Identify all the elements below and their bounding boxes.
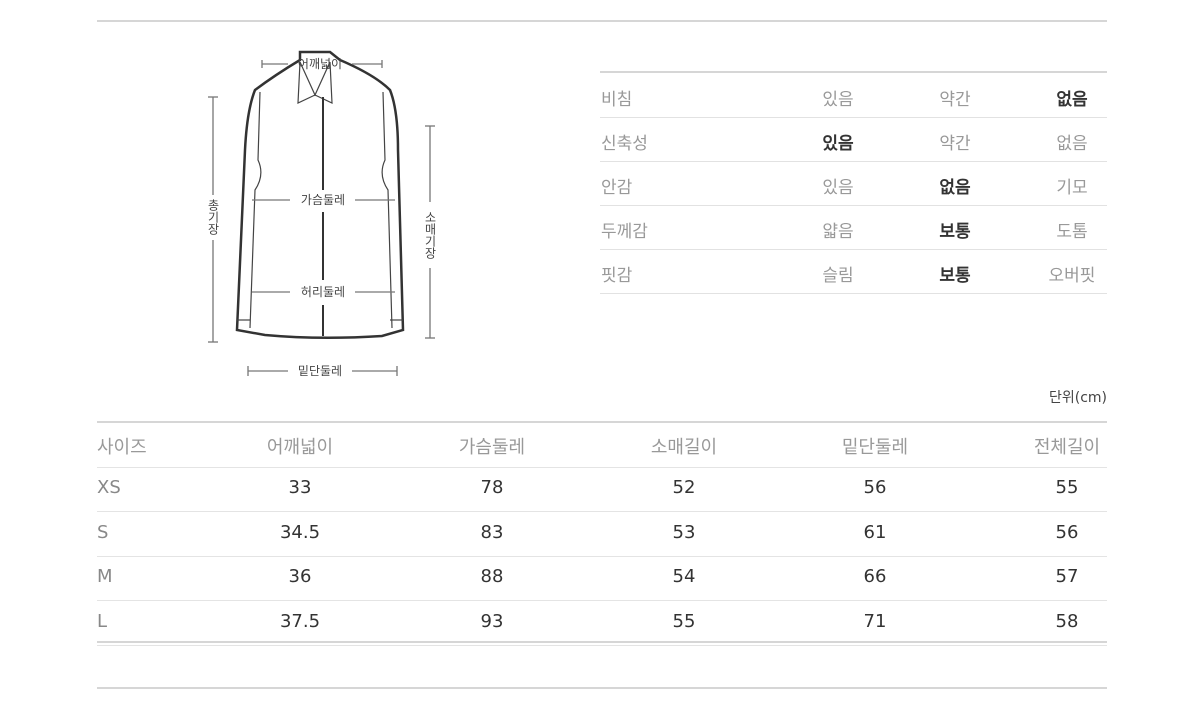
column-header: 어깨넓이 xyxy=(266,437,334,458)
attribute-row: 신축성 있음 약간 없음 xyxy=(600,117,1107,162)
waist-label: 허리둘레 xyxy=(301,285,345,299)
table-row: XS 33 78 52 56 55 xyxy=(97,467,1107,512)
attribute-label: 비침 xyxy=(601,90,633,110)
attribute-option: 있음 xyxy=(822,90,854,110)
table-cell: 53 xyxy=(672,521,696,543)
size-name: M xyxy=(97,566,113,587)
attribute-option: 있음 xyxy=(822,178,854,198)
table-row: S 34.5 83 53 61 56 xyxy=(97,512,1107,557)
size-name: XS xyxy=(97,477,121,498)
attribute-option: 얇음 xyxy=(822,222,854,242)
size-table-top-divider xyxy=(97,421,1107,423)
table-cell: 58 xyxy=(1055,610,1079,632)
top-divider xyxy=(97,20,1107,22)
chest-label: 가슴둘레 xyxy=(301,193,345,207)
table-cell: 52 xyxy=(672,477,696,498)
table-cell: 34.5 xyxy=(279,521,321,543)
attribute-label: 안감 xyxy=(601,178,633,198)
table-cell: 83 xyxy=(480,521,504,543)
shirt-details xyxy=(237,61,403,329)
column-header-size: 사이즈 xyxy=(97,437,147,458)
attribute-option: 슬림 xyxy=(822,266,854,286)
size-name: S xyxy=(97,521,109,543)
shoulder-label: 어깨넓이 xyxy=(298,57,342,71)
shirt-outline-icon xyxy=(235,50,405,340)
column-header: 소매길이 xyxy=(650,437,718,458)
shirt-measurement-diagram: 어깨넓이 가슴둘레 허리둘레 밑단둘레 총기장 소매기장 xyxy=(206,50,437,378)
attribute-option: 기모 xyxy=(1056,178,1088,198)
size-name: L xyxy=(97,610,108,632)
attributes-top-divider xyxy=(600,71,1107,73)
table-cell: 33 xyxy=(288,477,312,498)
attribute-label: 두께감 xyxy=(601,222,648,242)
attribute-label: 신축성 xyxy=(601,134,648,154)
table-cell: 54 xyxy=(672,566,696,587)
table-cell: 56 xyxy=(863,477,887,498)
attribute-row: 핏감 슬림 보통 오버핏 xyxy=(600,249,1107,294)
attribute-option: 약간 xyxy=(939,90,971,110)
table-header-row: 사이즈 어깨넓이 가슴둘레 소매길이 밑단둘레 전체길이 xyxy=(97,423,1107,468)
column-header: 가슴둘레 xyxy=(458,437,526,458)
attribute-row: 두께감 얇음 보통 도톰 xyxy=(600,205,1107,250)
table-cell: 37.5 xyxy=(279,610,321,632)
attribute-option: 약간 xyxy=(939,134,971,154)
attribute-option: 없음 xyxy=(1056,134,1088,154)
bottom-divider xyxy=(97,687,1107,689)
table-row: L 37.5 93 55 71 58 xyxy=(97,601,1107,646)
column-header: 전체길이 xyxy=(1033,437,1101,458)
table-cell: 36 xyxy=(288,566,312,587)
table-cell: 78 xyxy=(480,477,504,498)
table-cell: 88 xyxy=(480,566,504,587)
table-cell: 61 xyxy=(863,521,887,543)
attribute-option-selected: 보통 xyxy=(939,222,971,242)
hem-label: 밑단둘레 xyxy=(298,364,342,378)
unit-label: 단위(cm) xyxy=(1048,390,1107,406)
measurement-lines xyxy=(208,60,435,376)
attribute-option-selected: 있음 xyxy=(822,134,854,154)
attribute-option-selected: 없음 xyxy=(1056,90,1088,110)
table-cell: 56 xyxy=(1055,521,1079,543)
attribute-option: 도톰 xyxy=(1056,222,1088,242)
column-header: 밑단둘레 xyxy=(841,437,909,458)
attribute-label: 핏감 xyxy=(601,266,633,286)
attribute-option: 오버핏 xyxy=(1048,266,1096,286)
table-cell: 93 xyxy=(480,610,504,632)
total-length-label: 총기장 xyxy=(206,199,220,235)
size-table-bottom-divider xyxy=(97,641,1107,643)
table-cell: 55 xyxy=(1055,477,1079,498)
table-cell: 55 xyxy=(672,610,696,632)
table-cell: 71 xyxy=(863,610,887,632)
table-row: M 36 88 54 66 57 xyxy=(97,556,1107,601)
attribute-option-selected: 없음 xyxy=(939,178,971,198)
table-cell: 66 xyxy=(863,566,887,587)
table-cell: 57 xyxy=(1055,566,1079,587)
attribute-option-selected: 보통 xyxy=(939,266,971,286)
sleeve-length-label: 소매기장 xyxy=(423,211,437,259)
attribute-row: 비침 있음 약간 없음 xyxy=(600,73,1107,118)
attribute-row: 안감 있음 없음 기모 xyxy=(600,161,1107,206)
